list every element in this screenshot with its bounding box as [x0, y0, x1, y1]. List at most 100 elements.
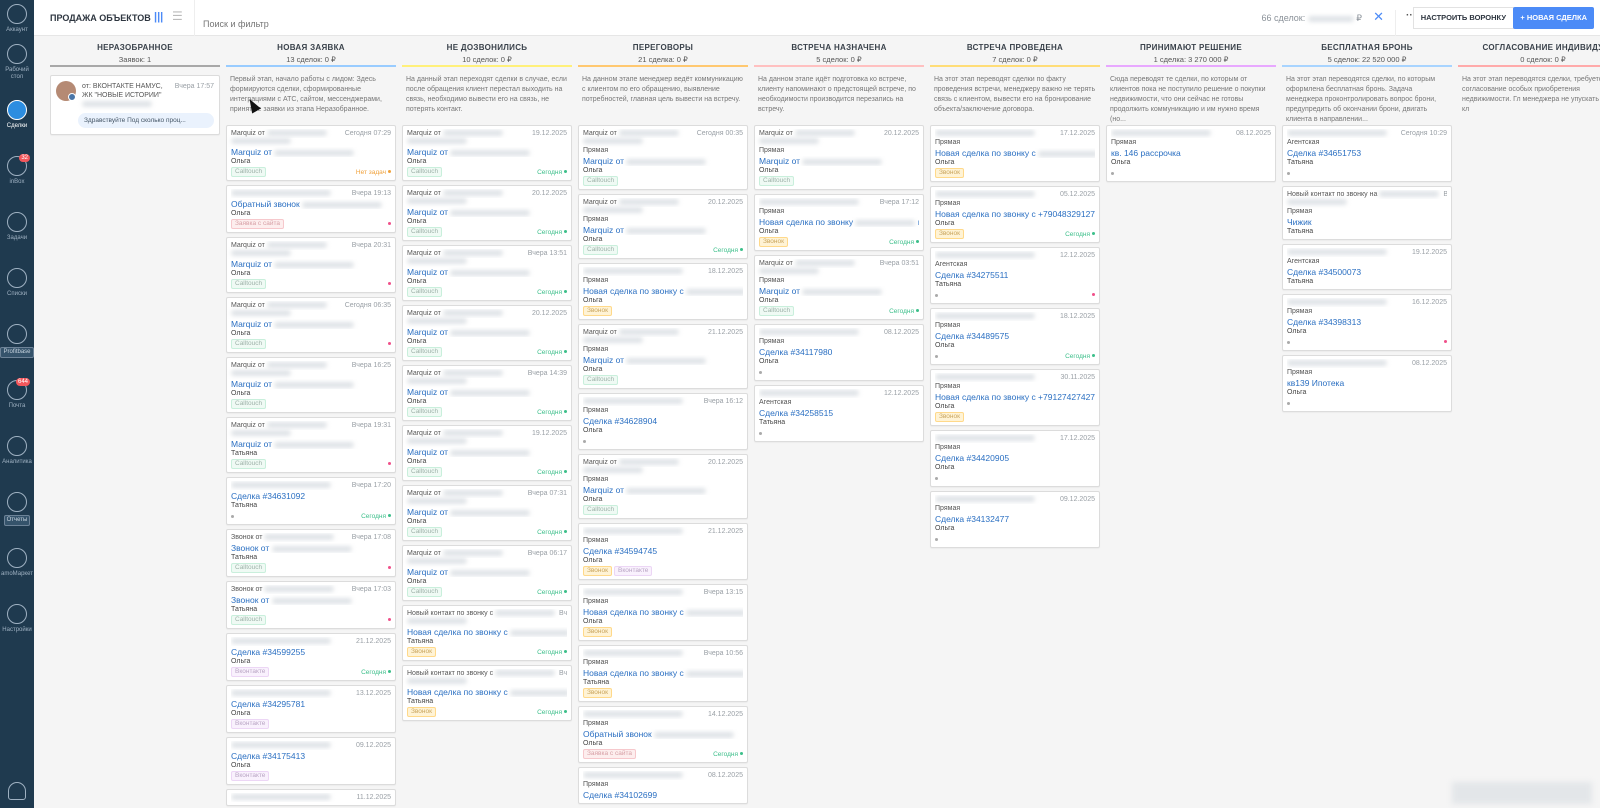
deal-title-link[interactable]: Сделка #34102699 — [583, 790, 743, 800]
deal-card[interactable]: 05.12.2025 Прямая Новая сделка по звонку с… — [930, 186, 1100, 243]
tag[interactable]: Calltouch — [759, 176, 795, 186]
setup-pipeline-button[interactable]: НАСТРОИТЬ ВОРОНКУ — [1412, 7, 1514, 29]
deal-title-link[interactable]: Marquiz от — [583, 485, 743, 495]
deal-card[interactable]: Marquiz от 19.12.2025 Marquiz от Ольга Cal… — [402, 425, 572, 481]
deal-title-link[interactable]: Сделка #34631092 — [231, 491, 391, 501]
column-name[interactable]: ВСТРЕЧА ПРОВЕДЕНА — [966, 43, 1064, 52]
tag[interactable]: Звонок — [583, 627, 612, 637]
tag[interactable]: Вконтакте — [231, 667, 270, 677]
new-deal-button[interactable]: + НОВАЯ СДЕЛКА — [1513, 7, 1594, 29]
tag[interactable]: Calltouch — [583, 505, 619, 515]
deal-card[interactable]: 08.12.2025 Прямая кв139 Ипотека Ольга — [1282, 355, 1452, 412]
deal-card[interactable]: Вчера 17:20 Сделка #34631092 Татьяна Сегодн… — [226, 477, 396, 525]
sidebar-item-2[interactable]: Сделки — [0, 96, 34, 152]
message-preview[interactable]: Здравствуйте Под сколько проц... — [78, 113, 214, 128]
tag[interactable]: Calltouch — [407, 467, 443, 477]
deal-title-link[interactable]: Звонок от — [231, 543, 391, 553]
deal-card[interactable]: Вчера 19:13 Обратный звонок Ольга Заявка с… — [226, 185, 396, 233]
task-status[interactable] — [386, 616, 391, 625]
deal-title-link[interactable]: Сделка #34275511 — [935, 270, 1095, 280]
task-status[interactable]: Сегодня — [537, 348, 567, 357]
deal-title-link[interactable]: Обратный звонок — [231, 199, 391, 209]
deal-card[interactable]: Marquiz от 20.12.2025 Marquiz от Ольга Cal… — [402, 185, 572, 241]
tag[interactable]: Звонок — [407, 707, 436, 717]
deal-card[interactable]: 11.12.2025 — [226, 789, 396, 806]
tag[interactable]: Calltouch — [231, 615, 267, 625]
sidebar-item-8[interactable]: Аналитика — [0, 432, 34, 488]
deal-card[interactable]: 12.12.2025 Агентская Сделка #34258515 Татья… — [754, 385, 924, 442]
tag[interactable]: Calltouch — [407, 407, 443, 417]
deal-card[interactable]: 30.11.2025 Прямая Новая сделка по звонку с… — [930, 369, 1100, 426]
tag[interactable]: Calltouch — [231, 459, 267, 469]
tag[interactable]: Звонок — [759, 237, 788, 247]
deal-title-link[interactable]: Сделка #34420905 — [935, 453, 1095, 463]
task-status[interactable] — [1442, 338, 1447, 347]
sidebar-item-6[interactable]: Profitbase — [0, 320, 34, 376]
column-name[interactable]: БЕСПЛАТНАЯ БРОНЬ — [1321, 43, 1413, 52]
sidebar-item-10[interactable]: amoМаркет — [0, 544, 34, 600]
deal-title-link[interactable]: Новая сделка по звонку с из... — [583, 668, 743, 678]
task-status[interactable]: Сегодня — [1065, 352, 1095, 361]
deal-card[interactable]: Новый контакт по звонку на Вчера 10:53 Пр… — [1282, 186, 1452, 240]
deal-title-link[interactable]: Сделка #34500073 — [1287, 267, 1447, 277]
deal-card[interactable]: 21.12.2025 Прямая Сделка #34594745 Ольга Зво… — [578, 523, 748, 580]
deal-title-link[interactable]: Marquiz от — [407, 207, 567, 217]
deal-title-link[interactable]: Marquiz от — [759, 156, 919, 166]
task-status[interactable]: Нет задач — [356, 168, 391, 177]
deal-title-link[interactable]: Сделка #34398313 — [1287, 317, 1447, 327]
tag[interactable]: Calltouch — [407, 227, 443, 237]
tag[interactable]: Звонок — [583, 688, 612, 698]
tag[interactable]: Calltouch — [583, 375, 619, 385]
tag[interactable]: Заявка с сайта — [231, 219, 284, 229]
deal-title-link[interactable]: кв139 Ипотека — [1287, 378, 1447, 388]
task-status[interactable] — [1090, 291, 1095, 300]
deal-card[interactable]: Marquiz от Вчера 03:51 Прямая Marquiz от О… — [754, 255, 924, 320]
deal-card[interactable]: 09.12.2025 Сделка #34175413 Ольга Вконтакте — [226, 737, 396, 785]
more-button[interactable]: ··· — [1395, 10, 1416, 36]
tag[interactable]: Calltouch — [231, 339, 267, 349]
deal-title-link[interactable]: Сделка #34258515 — [759, 408, 919, 418]
deal-title-link[interactable]: Новая сделка по звонку с +79048329127 из… — [935, 209, 1095, 219]
deal-title-link[interactable]: Сделка #34132477 — [935, 514, 1095, 524]
sidebar-item-4[interactable]: Задачи — [0, 208, 34, 264]
deal-title-link[interactable]: Сделка #34651753 — [1287, 148, 1447, 158]
tag[interactable]: Calltouch — [231, 279, 267, 289]
search-input[interactable] — [194, 0, 794, 36]
task-status[interactable]: Сегодня — [361, 668, 391, 677]
list-view-icon[interactable]: ☰ — [172, 9, 183, 23]
deal-card[interactable]: 08.12.2025 Прямая Сделка #34117980 Ольга — [754, 324, 924, 381]
tag[interactable]: Calltouch — [407, 347, 443, 357]
task-status[interactable]: Сегодня — [537, 288, 567, 297]
deal-title-link[interactable]: Marquiz от — [407, 567, 567, 577]
deal-title-link[interactable]: Marquiz от — [407, 447, 567, 457]
deal-card[interactable]: Marquiz от 20.12.2025 Прямая Marquiz от Ол… — [578, 454, 748, 519]
sidebar-item-0[interactable]: Аккаунт — [0, 0, 34, 40]
deal-title-link[interactable]: Marquiz от — [231, 259, 391, 269]
deal-title-link[interactable]: Marquiz от — [407, 147, 567, 157]
deal-card[interactable]: 08.12.2025 Прямая кв. 146 рассрочка Ольга — [1106, 125, 1276, 182]
tag[interactable]: Calltouch — [231, 167, 267, 177]
tag[interactable]: Вконтакте — [613, 566, 653, 576]
deal-title-link[interactable]: Сделка #34175413 — [231, 751, 391, 761]
task-status[interactable]: Сегодня — [713, 246, 743, 255]
task-status[interactable]: Сегодня — [889, 238, 919, 247]
deal-title-link[interactable]: Marquiz от — [231, 439, 391, 449]
deal-title-link[interactable]: Новая сделка по звонку с из... — [935, 148, 1095, 158]
deal-card[interactable]: 18.12.2025 Прямая Сделка #34489575 Ольга Сег… — [930, 308, 1100, 365]
task-status[interactable]: Сегодня — [537, 168, 567, 177]
column-name[interactable]: НОВАЯ ЗАЯВКА — [277, 43, 345, 52]
deal-card[interactable]: Новый контакт по звонку с Вчера 14:21Нов… — [402, 605, 572, 661]
pipeline-title[interactable]: ПРОДАЖА ОБЪЕКТОВ — [50, 13, 151, 23]
task-status[interactable]: Сегодня — [537, 588, 567, 597]
deal-title-link[interactable]: Новая сделка по звонку с из... — [407, 687, 567, 697]
tag[interactable]: Заявка с сайта — [583, 749, 636, 759]
deal-title-link[interactable]: Сделка #34489575 — [935, 331, 1095, 341]
deal-title-link[interactable]: Marquiz от — [583, 225, 743, 235]
deal-card[interactable]: Звонок от Вчера 17:03 Звонок от Татьяна Ca… — [226, 581, 396, 629]
tag[interactable]: Звонок — [935, 168, 964, 178]
deal-card[interactable]: 16.12.2025 Прямая Сделка #34398313 Ольга — [1282, 294, 1452, 351]
deal-card[interactable]: 13.12.2025 Сделка #34295781 Ольга Вконтакте — [226, 685, 396, 733]
task-status[interactable]: Сегодня — [361, 512, 391, 521]
deal-card[interactable]: Звонок от Вчера 17:08 Звонок от Татьяна Ca… — [226, 529, 396, 577]
tag[interactable]: Calltouch — [231, 399, 267, 409]
